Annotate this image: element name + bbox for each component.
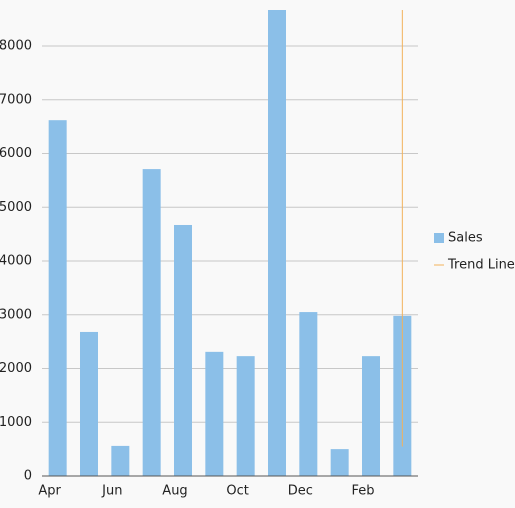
- bar: [268, 10, 286, 476]
- legend-label: Sales: [448, 231, 483, 246]
- bar: [48, 120, 67, 477]
- y-tick-label: 2000: [0, 361, 32, 376]
- legend-swatch: [434, 233, 444, 243]
- x-tick-label: Apr: [38, 484, 61, 499]
- x-tick-label: Feb: [351, 484, 374, 499]
- x-tick-label: Aug: [162, 484, 187, 499]
- y-tick-label: 7000: [0, 92, 32, 107]
- y-tick-label: 4000: [0, 254, 32, 269]
- y-tick-label: 5000: [0, 200, 32, 215]
- bar: [330, 449, 349, 476]
- y-tick-label: 3000: [0, 307, 32, 322]
- x-tick-label: Dec: [288, 484, 313, 499]
- bar: [80, 331, 98, 476]
- y-tick-label: 8000: [0, 39, 32, 54]
- y-tick-label: 0: [24, 469, 32, 484]
- bar: [362, 356, 380, 476]
- y-tick-label: 6000: [0, 146, 32, 161]
- bar: [299, 312, 318, 476]
- x-tick-label: Jun: [101, 484, 122, 499]
- x-tick-label: Oct: [226, 484, 248, 499]
- legend-label: Trend Line: [447, 258, 515, 273]
- bar: [205, 351, 224, 476]
- bar: [174, 224, 192, 476]
- y-tick-label: 1000: [0, 415, 32, 430]
- bar: [111, 445, 130, 476]
- bar: [142, 169, 161, 476]
- bar: [236, 356, 255, 476]
